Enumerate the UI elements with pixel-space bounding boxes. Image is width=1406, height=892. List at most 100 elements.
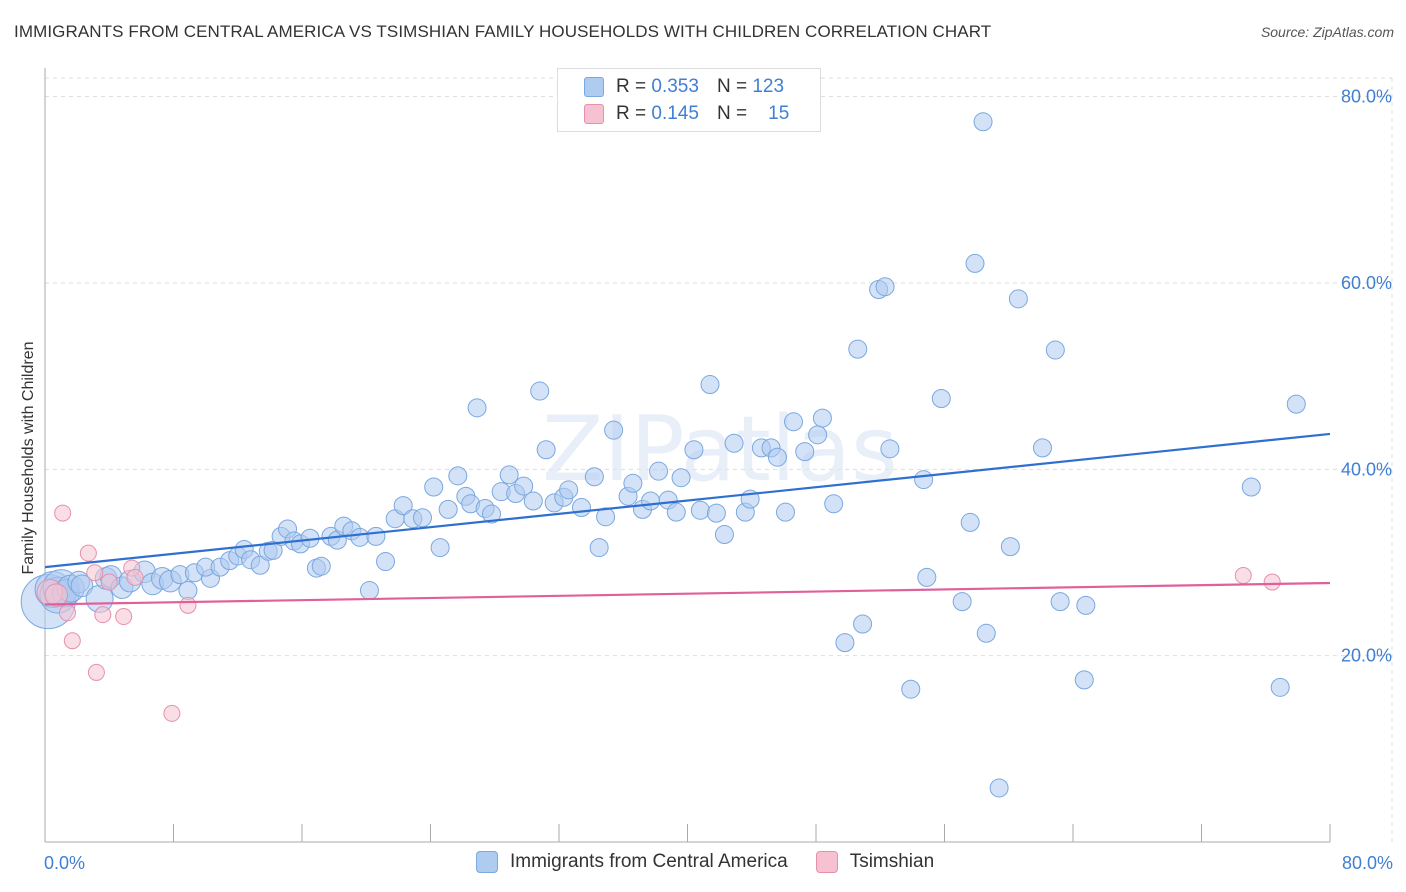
data-point [482, 504, 502, 524]
data-point [311, 556, 331, 576]
data-point [70, 574, 94, 598]
data-point [393, 496, 413, 516]
data-point [54, 504, 72, 522]
data-point [467, 398, 487, 418]
y-tick-label: 40.0% [1341, 459, 1392, 479]
data-point [1008, 289, 1028, 309]
legend-swatch-blue [584, 77, 604, 97]
legend-row-central-america: R = 0.353 N = 123 [584, 75, 784, 99]
legend-n-label: N = [716, 103, 748, 124]
tick-labels: 20.0% 40.0% 60.0% 80.0% 0.0% 80.0% [44, 87, 1393, 873]
data-point [79, 544, 97, 562]
series-legend-tsimshian[interactable]: Tsimshian [815, 851, 935, 873]
data-point [163, 704, 181, 722]
data-point [649, 461, 669, 481]
data-point [1241, 477, 1261, 497]
legend-r-value-1: 0.353 [651, 76, 699, 97]
series-legend-central-america[interactable]: Immigrants from Central America [476, 851, 788, 873]
data-point [1045, 340, 1065, 360]
series-legend-swatch-pink [815, 851, 838, 873]
data-point [44, 583, 68, 607]
x-tick-label-max: 80.0% [1342, 853, 1393, 873]
x-tick-label-min: 0.0% [44, 853, 85, 873]
data-point [917, 567, 937, 587]
data-point [424, 477, 444, 497]
data-point [880, 439, 900, 459]
data-point [179, 596, 197, 614]
data-point [775, 502, 795, 522]
watermark: ZIPatlas [542, 397, 898, 502]
data-point [1076, 595, 1096, 615]
data-point [714, 525, 734, 545]
series-legend-label-2: Tsimshian [849, 851, 935, 872]
data-point [1000, 537, 1020, 557]
data-point [989, 778, 1009, 798]
data-point [666, 502, 686, 522]
data-point [795, 442, 815, 462]
data-point [1286, 394, 1306, 414]
series-legend: Immigrants from Central America Tsimshia… [476, 851, 962, 873]
data-point [835, 633, 855, 653]
data-point [1032, 438, 1052, 458]
correlation-legend: R = 0.353 N = 123 R = 0.145 N = 15 [557, 68, 821, 132]
data-point [448, 466, 468, 486]
data-point [641, 491, 661, 511]
data-point [875, 277, 895, 297]
data-point [530, 381, 550, 401]
data-point [430, 538, 450, 558]
chart-source: Source: ZipAtlas.com [1260, 24, 1394, 40]
data-point [706, 503, 726, 523]
data-point [86, 564, 104, 582]
trend-line-central-america [44, 432, 1331, 569]
data-point [178, 580, 198, 600]
data-point [812, 408, 832, 428]
data-point [848, 339, 868, 359]
data-point [671, 468, 691, 488]
series-legend-swatch-blue [476, 851, 498, 873]
trend-line-tsimshian [44, 581, 1331, 606]
legend-r-label: R = [616, 76, 647, 97]
y-tick-label: 80.0% [1341, 87, 1392, 107]
data-point [690, 500, 710, 520]
data-point [115, 608, 133, 626]
data-point [499, 465, 519, 485]
chart-title: IMMIGRANTS FROM CENTRAL AMERICA VS TSIMS… [14, 22, 992, 41]
data-point [853, 614, 873, 634]
data-point [596, 507, 616, 527]
data-point [767, 447, 787, 467]
data-point [523, 491, 543, 511]
data-point [63, 632, 81, 650]
data-point [901, 679, 921, 699]
data-point [366, 526, 386, 546]
axis-layer [44, 68, 1331, 843]
legend-swatch-pink [584, 104, 604, 124]
trend-lines [44, 432, 1331, 606]
data-point [1074, 670, 1094, 690]
data-point [604, 420, 624, 440]
data-point [965, 253, 985, 273]
data-point [58, 604, 76, 622]
data-point [824, 494, 844, 514]
data-point [623, 473, 643, 493]
legend-n-value-1: 123 [752, 76, 785, 97]
data-point [536, 440, 556, 460]
data-point [559, 480, 579, 500]
data-point [1263, 573, 1281, 591]
legend-row-tsimshian: R = 0.145 N = 15 [584, 102, 789, 126]
data-point [514, 476, 534, 496]
data-point [684, 440, 704, 460]
y-tick-label: 60.0% [1341, 273, 1392, 293]
data-point [412, 508, 432, 528]
data-point [724, 433, 744, 453]
series-legend-label-1: Immigrants from Central America [510, 851, 788, 872]
data-point [350, 527, 370, 547]
data-point [376, 552, 396, 572]
legend-r-label: R = [616, 103, 647, 124]
data-point [1234, 567, 1252, 585]
data-point [126, 568, 144, 586]
data-point [1050, 592, 1070, 612]
data-point [960, 512, 980, 532]
data-point [700, 375, 720, 395]
data-point [914, 470, 934, 490]
